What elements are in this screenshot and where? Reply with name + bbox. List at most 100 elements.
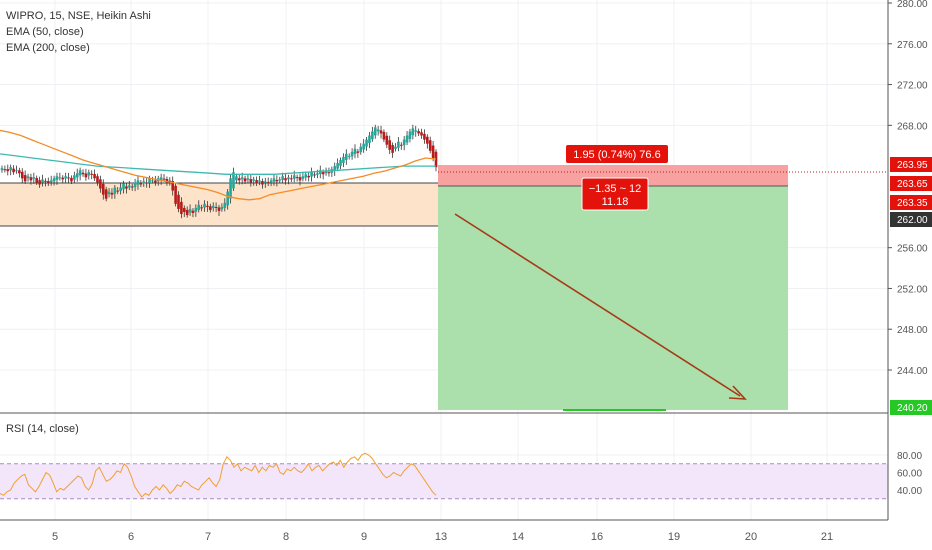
- price-tag-text: 263.35: [897, 198, 928, 209]
- time-axis-label: 14: [512, 531, 524, 543]
- candle: [420, 132, 423, 136]
- candle: [136, 180, 140, 185]
- candle: [180, 201, 183, 215]
- candle: [125, 186, 128, 189]
- candle: [113, 187, 117, 194]
- candle: [122, 183, 125, 190]
- candle: [373, 127, 377, 136]
- candle: [55, 176, 59, 180]
- candle: [287, 177, 290, 180]
- candle: [356, 151, 360, 153]
- ema50-line: [0, 129, 437, 201]
- candle: [87, 172, 91, 176]
- projection-arrow[interactable]: [454, 213, 741, 397]
- candle: [220, 206, 224, 210]
- time-axis-label: 13: [435, 531, 447, 543]
- rsi-axis-label: 80.00: [897, 451, 922, 462]
- price-tag: [890, 195, 932, 210]
- candle: [232, 172, 235, 189]
- candle: [29, 177, 33, 181]
- candle: [281, 176, 284, 181]
- symbol-title[interactable]: WIPRO, 15, NSE, Heikin Ashi: [6, 10, 151, 22]
- candle: [168, 180, 172, 182]
- candle: [402, 139, 406, 146]
- candle: [165, 178, 169, 183]
- candle: [426, 136, 429, 144]
- candle: [128, 185, 131, 188]
- candle: [263, 181, 267, 183]
- rsi-legend[interactable]: RSI (14, close): [6, 423, 79, 435]
- candle: [23, 175, 27, 182]
- price-axis-label: 252.00: [897, 284, 928, 295]
- candle: [70, 177, 73, 182]
- candle: [84, 173, 88, 178]
- stop-label-box[interactable]: [566, 145, 668, 163]
- candle: [185, 209, 189, 216]
- candle: [252, 179, 256, 181]
- candle: [342, 156, 345, 163]
- candle: [298, 177, 302, 181]
- candle: [104, 189, 108, 199]
- candle: [345, 153, 348, 160]
- candle: [81, 172, 85, 175]
- candle: [405, 135, 409, 143]
- price-axis-label: 256.00: [897, 244, 928, 255]
- candle: [194, 207, 198, 212]
- ema50-legend[interactable]: EMA (50, close): [6, 26, 84, 38]
- candle: [428, 140, 432, 151]
- candle: [41, 179, 44, 183]
- candle: [214, 206, 218, 208]
- candle: [371, 131, 374, 140]
- candle: [61, 177, 65, 180]
- ema200-line: [0, 153, 436, 175]
- time-axis-label: 19: [668, 531, 680, 543]
- candle: [376, 129, 380, 132]
- candle: [307, 175, 310, 178]
- candle: [64, 176, 67, 179]
- rsi-axis-label: 60.00: [897, 469, 922, 480]
- candle: [365, 139, 368, 147]
- candle: [197, 204, 201, 210]
- risk-label-box[interactable]: [581, 177, 649, 211]
- price-tag-text: 240.20: [897, 403, 928, 414]
- candle: [200, 207, 203, 209]
- candle: [52, 178, 56, 182]
- candle: [148, 178, 151, 183]
- price-axis-label: 244.00: [897, 366, 928, 377]
- time-axis-label: 21: [821, 531, 833, 543]
- candle: [90, 173, 93, 175]
- candle: [206, 205, 209, 207]
- rsi-band: [0, 463, 888, 499]
- candle: [423, 133, 426, 140]
- candle: [46, 181, 50, 184]
- price-axis-label: 268.00: [897, 121, 928, 132]
- candle: [171, 181, 175, 191]
- candle: [235, 176, 238, 181]
- time-axis-label: 9: [361, 531, 367, 543]
- price-tag: [890, 212, 932, 227]
- price-axis-label: 248.00: [897, 325, 928, 336]
- candle: [255, 180, 258, 184]
- price-axis-label: 276.00: [897, 40, 928, 51]
- stop-zone[interactable]: [438, 165, 788, 186]
- risk-label-line2: 11.18: [602, 196, 629, 208]
- target-zone[interactable]: [438, 186, 788, 410]
- candle: [49, 180, 53, 183]
- candle: [229, 178, 232, 199]
- candle: [130, 186, 134, 188]
- candle: [226, 191, 229, 206]
- candle: [321, 172, 325, 175]
- candle: [78, 170, 82, 176]
- candle: [188, 208, 192, 213]
- candle: [139, 182, 143, 185]
- candle: [110, 192, 114, 195]
- candle: [336, 163, 339, 169]
- ema200-legend[interactable]: EMA (200, close): [6, 42, 90, 54]
- candle: [411, 128, 415, 136]
- candle: [434, 151, 438, 168]
- price-tag: [890, 176, 932, 191]
- candle: [191, 210, 195, 214]
- candle: [318, 170, 322, 175]
- candle: [116, 190, 120, 192]
